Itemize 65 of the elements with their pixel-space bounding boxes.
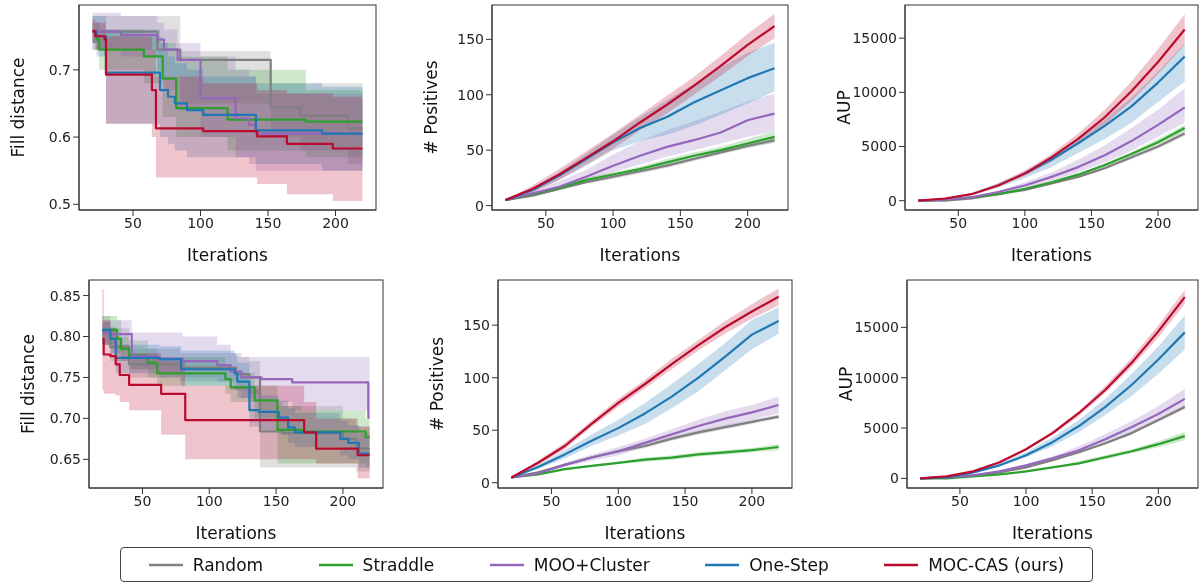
- x-tick-label: 150: [262, 492, 290, 509]
- x-tick-label: 100: [1012, 492, 1040, 509]
- y-tick-label: 150: [463, 317, 490, 334]
- x-tick-label: 50: [542, 492, 561, 509]
- y-tick-label: 0.85: [49, 287, 81, 304]
- y-tick-label: 0: [481, 474, 490, 491]
- x-tick-label: 100: [187, 214, 214, 231]
- x-tick-label: 200: [1144, 492, 1172, 509]
- y-axis-title: # Positives: [427, 336, 448, 432]
- x-tick-label: 200: [329, 492, 357, 509]
- y-tick-label: 15000: [852, 30, 897, 47]
- y-tick-label: 100: [463, 369, 490, 386]
- y-tick-label: 10000: [852, 84, 897, 101]
- y-axis-title: AUP: [836, 366, 857, 402]
- y-tick-label: 0.80: [49, 328, 81, 345]
- x-tick-label: 150: [1078, 214, 1105, 231]
- y-tick-label: 0.5: [48, 196, 71, 213]
- x-axis-title: Iterations: [195, 523, 277, 543]
- y-axis-title: Fill distance: [8, 57, 29, 158]
- y-tick-label: 0: [890, 470, 899, 487]
- x-tick-label: 50: [124, 214, 142, 231]
- y-tick-label: 100: [457, 86, 484, 103]
- x-tick-label: 200: [322, 214, 349, 231]
- y-tick-label: 10000: [854, 369, 899, 386]
- y-tick-label: 50: [466, 142, 484, 159]
- x-tick-label: 150: [254, 214, 282, 231]
- y-tick-label: 0.75: [49, 369, 81, 386]
- y-tick-label: 5000: [863, 420, 899, 437]
- x-tick-label: 50: [950, 492, 969, 509]
- x-tick-label: 150: [1078, 492, 1106, 509]
- x-tick-label: 150: [671, 492, 699, 509]
- y-tick-label: 0: [475, 197, 484, 214]
- y-axis-title: Fill distance: [18, 333, 39, 435]
- y-tick-label: 0.70: [49, 410, 81, 427]
- y-tick-label: 150: [457, 31, 484, 48]
- x-axis-title: Iterations: [1011, 245, 1093, 265]
- legend-label: Straddle: [362, 554, 435, 575]
- y-tick-label: 50: [472, 422, 490, 439]
- legend-label: One-Step: [749, 554, 829, 575]
- y-tick-label: 0: [888, 192, 897, 209]
- legend-label: Random: [192, 554, 264, 575]
- x-tick-label: 200: [734, 214, 761, 231]
- x-tick-label: 200: [738, 492, 766, 509]
- x-tick-label: 50: [536, 214, 555, 231]
- x-tick-label: 100: [1011, 214, 1039, 231]
- x-axis-title: Iterations: [187, 245, 269, 265]
- x-axis-title: Iterations: [604, 523, 686, 543]
- x-tick-label: 100: [604, 492, 632, 509]
- y-tick-label: 0.7: [48, 61, 71, 78]
- x-tick-label: 150: [667, 214, 694, 231]
- x-tick-label: 200: [1144, 214, 1172, 231]
- x-axis-title: Iterations: [1012, 523, 1094, 543]
- y-tick-label: 0.6: [48, 129, 72, 146]
- legend-label: MOO+Cluster: [533, 554, 650, 575]
- y-tick-label: 15000: [854, 319, 899, 336]
- x-axis-title: Iterations: [599, 245, 681, 265]
- x-tick-label: 100: [599, 214, 627, 231]
- y-tick-label: 5000: [861, 138, 897, 155]
- x-tick-label: 100: [195, 492, 223, 509]
- y-tick-label: 0.65: [49, 451, 81, 468]
- x-tick-label: 50: [133, 492, 152, 509]
- y-axis-title: AUP: [834, 90, 855, 125]
- legend-label: MOC-CAS (ours): [928, 554, 1065, 575]
- x-tick-label: 50: [949, 214, 968, 231]
- y-axis-title: # Positives: [421, 60, 442, 155]
